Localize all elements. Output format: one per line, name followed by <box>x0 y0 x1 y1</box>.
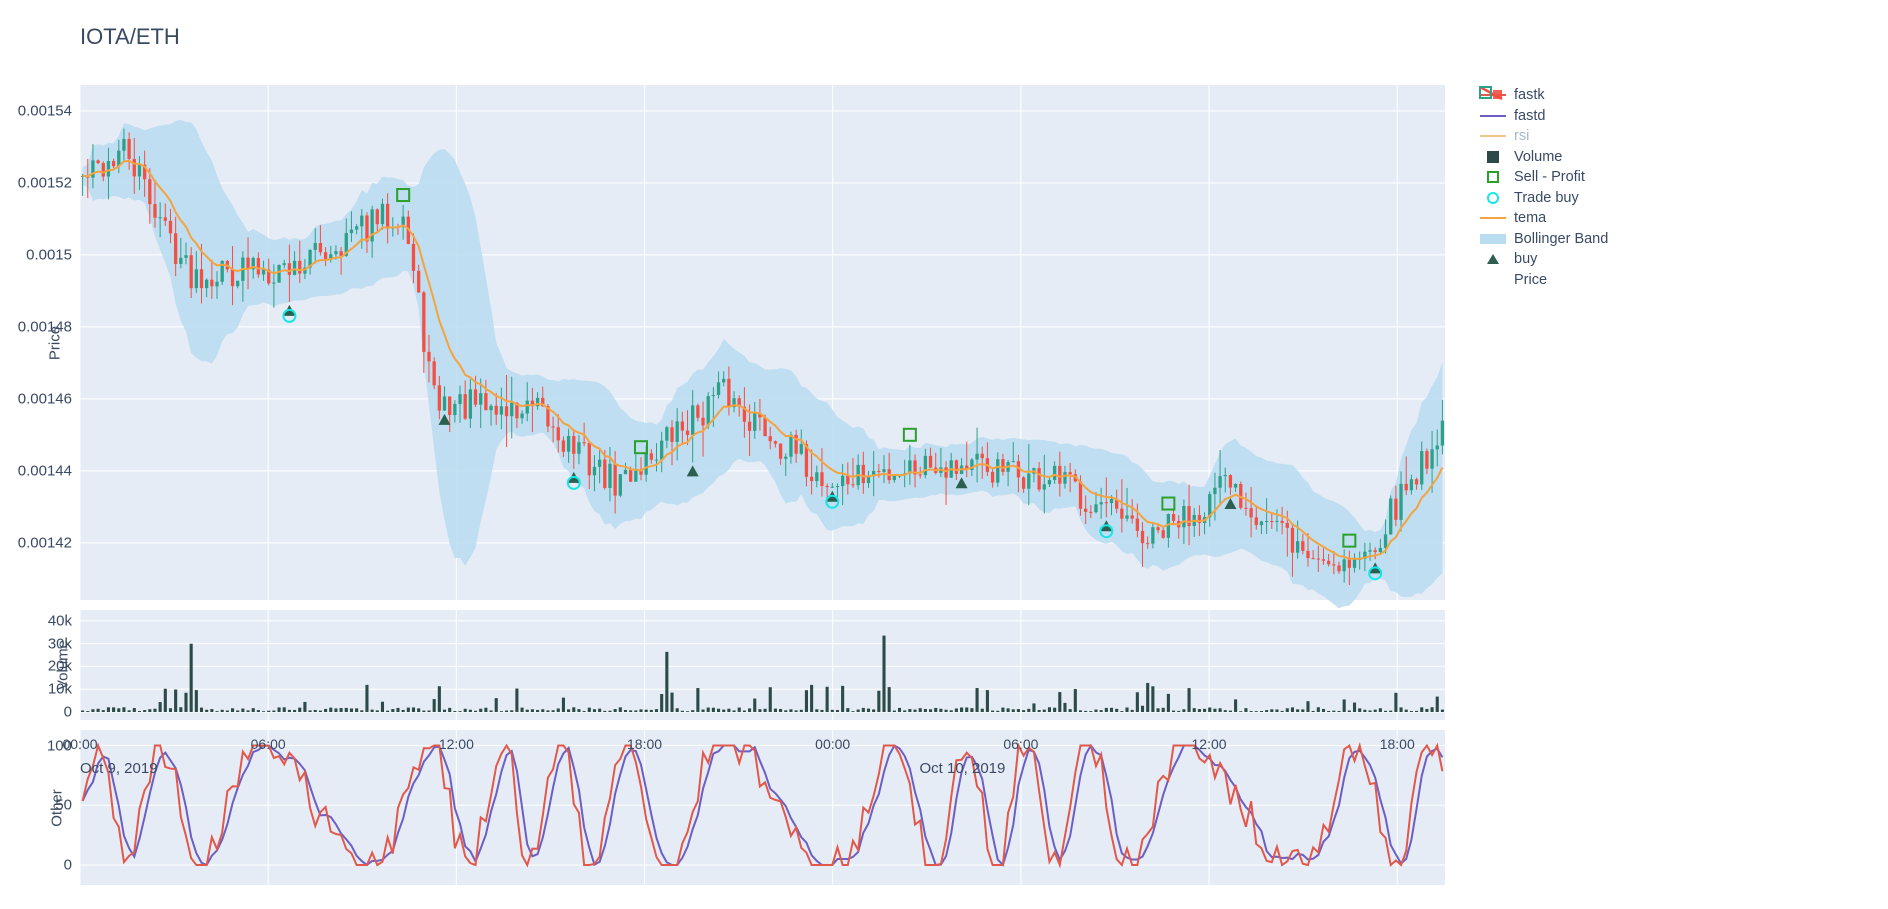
x-axis-tick-label: 18:00 <box>627 736 662 752</box>
price-ytick-label: 0.00142 <box>18 534 72 551</box>
legend-label: Bollinger Band <box>1514 231 1608 247</box>
legend-label: Sell - Profit <box>1514 169 1585 185</box>
price-ytick-label: 0.00146 <box>18 390 72 407</box>
legend-item-fastk: fastk <box>1478 85 1678 106</box>
chart-legend: fastk fastd rsi Volume Sell - Profit Trade bu… <box>1478 85 1678 290</box>
legend-line-swatch <box>1480 115 1506 117</box>
x-axis-date-label: Oct 9, 2019 <box>80 760 158 777</box>
volume-ytick-label: 30k <box>48 635 72 652</box>
price-chart-svg <box>80 85 1445 600</box>
price-ytick-label: 0.00152 <box>18 174 72 191</box>
legend-square-swatch <box>1487 151 1499 163</box>
other-ytick-label: 100 <box>47 737 72 754</box>
other-ytick-label: 50 <box>55 797 72 814</box>
legend-label: rsi <box>1514 128 1529 144</box>
x-axis-tick-label: 06:00 <box>1003 736 1038 752</box>
legend-item-trade-buy: Trade buy <box>1478 188 1678 209</box>
legend-label: Price <box>1514 272 1547 288</box>
x-axis-date-label: Oct 10, 2019 <box>919 760 1005 777</box>
price-ytick-label: 0.0015 <box>26 246 72 263</box>
volume-ytick-label: 10k <box>48 681 72 698</box>
legend-item-price: Price <box>1478 270 1678 291</box>
legend-label: fastk <box>1514 87 1545 103</box>
legend-item-tema: tema <box>1478 208 1678 229</box>
legend-item-rsi: rsi <box>1478 126 1678 147</box>
volume-ytick-label: 0 <box>64 704 72 721</box>
x-axis-tick-label: 12:00 <box>439 736 474 752</box>
legend-label: Trade buy <box>1514 190 1579 206</box>
volume-panel: Volume 0 10k 20k 30k 40k <box>80 610 1445 720</box>
legend-item-bollinger-band: Bollinger Band <box>1478 229 1678 250</box>
legend-label: fastd <box>1514 108 1545 124</box>
price-ytick-label: 0.00154 <box>18 102 72 119</box>
x-axis-tick-label: 18:00 <box>1380 736 1415 752</box>
volume-ytick-label: 20k <box>48 658 72 675</box>
legend-line-swatch <box>1480 217 1506 219</box>
legend-line-swatch <box>1480 135 1506 137</box>
legend-label: tema <box>1514 210 1546 226</box>
legend-item-buy: buy <box>1478 249 1678 270</box>
chart-title: IOTA/ETH <box>80 24 180 50</box>
legend-triangle-swatch <box>1487 254 1499 264</box>
x-axis-tick-label: 12:00 <box>1192 736 1227 752</box>
other-chart-svg <box>80 730 1445 885</box>
price-ytick-label: 0.00148 <box>18 318 72 335</box>
legend-item-volume: Volume <box>1478 147 1678 168</box>
volume-chart-svg <box>80 610 1445 720</box>
plot-area: Price 0.00142 0.00144 0.00146 0.00148 0.0015… <box>80 75 1445 885</box>
legend-item-fastd: fastd <box>1478 106 1678 127</box>
other-ytick-label: 0 <box>64 857 72 874</box>
legend-item-sell-profit: Sell - Profit <box>1478 167 1678 188</box>
x-axis-tick-label: 00:00 <box>815 736 850 752</box>
other-panel: Other 00:00 06:00 12:00 18:00 00:00 06:00 12:0… <box>80 730 1445 885</box>
x-axis-tick-label: 06:00 <box>251 736 286 752</box>
legend-square-outline-swatch <box>1487 171 1499 183</box>
legend-candle-swatch <box>1478 85 1506 101</box>
price-ytick-label: 0.00144 <box>18 462 72 479</box>
chart-root: IOTA/ETH Price 0.00142 0.00144 0.00146 0.00… <box>0 0 1888 909</box>
legend-band-swatch <box>1480 234 1506 244</box>
price-panel: Price 0.00142 0.00144 0.00146 0.00148 0.0015… <box>80 85 1445 600</box>
volume-ytick-label: 40k <box>48 612 72 629</box>
legend-label: Volume <box>1514 149 1562 165</box>
legend-circle-swatch <box>1487 192 1499 204</box>
legend-label: buy <box>1514 251 1537 267</box>
